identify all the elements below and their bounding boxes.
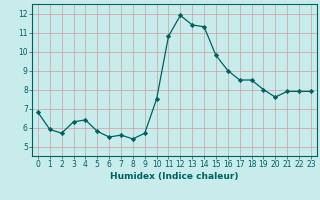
X-axis label: Humidex (Indice chaleur): Humidex (Indice chaleur) [110,172,239,181]
